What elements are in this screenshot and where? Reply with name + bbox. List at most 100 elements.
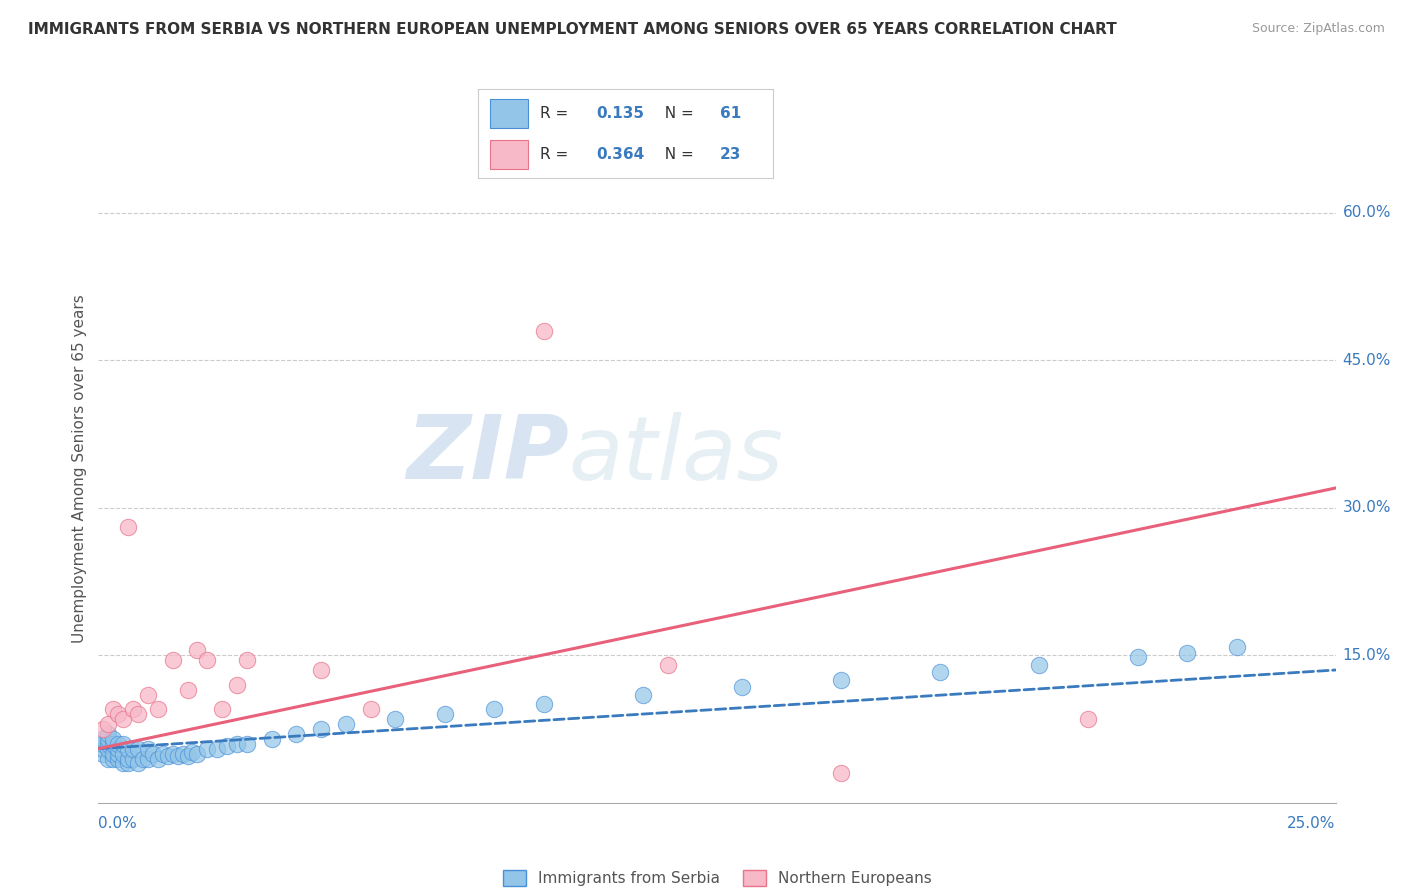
Point bbox=[146, 702, 169, 716]
Point bbox=[107, 737, 129, 751]
Text: 23: 23 bbox=[720, 147, 741, 162]
Point bbox=[112, 756, 135, 771]
Text: 15.0%: 15.0% bbox=[1343, 648, 1391, 663]
Point bbox=[112, 737, 135, 751]
Point bbox=[103, 731, 125, 746]
Point bbox=[156, 748, 179, 763]
Point bbox=[97, 717, 120, 731]
Text: R =: R = bbox=[540, 147, 574, 162]
Bar bbox=[489, 140, 529, 169]
Text: 25.0%: 25.0% bbox=[1288, 816, 1336, 831]
Point bbox=[830, 673, 852, 687]
Point bbox=[107, 751, 129, 765]
Point bbox=[146, 751, 169, 765]
Point bbox=[122, 702, 145, 716]
Point bbox=[122, 741, 145, 756]
Point bbox=[122, 751, 145, 765]
Point bbox=[97, 751, 120, 765]
Point bbox=[97, 741, 120, 756]
Point bbox=[226, 678, 249, 692]
Text: 0.0%: 0.0% bbox=[98, 816, 138, 831]
Point bbox=[117, 756, 139, 771]
Point bbox=[657, 658, 679, 673]
Point bbox=[132, 751, 155, 765]
Point bbox=[103, 737, 125, 751]
Point bbox=[127, 741, 149, 756]
Point bbox=[211, 702, 233, 716]
Point bbox=[181, 745, 204, 759]
Point bbox=[217, 739, 239, 753]
Point bbox=[97, 731, 120, 746]
Text: atlas: atlas bbox=[568, 412, 783, 498]
Text: ZIP: ZIP bbox=[406, 411, 568, 499]
Point bbox=[176, 748, 198, 763]
Point bbox=[136, 741, 159, 756]
Point bbox=[928, 665, 950, 679]
Text: 61: 61 bbox=[720, 106, 741, 121]
Point bbox=[107, 747, 129, 761]
Text: IMMIGRANTS FROM SERBIA VS NORTHERN EUROPEAN UNEMPLOYMENT AMONG SENIORS OVER 65 Y: IMMIGRANTS FROM SERBIA VS NORTHERN EUROP… bbox=[28, 22, 1116, 37]
Point bbox=[384, 712, 406, 726]
Point bbox=[205, 741, 228, 756]
Point bbox=[195, 653, 218, 667]
Bar bbox=[489, 99, 529, 128]
Point bbox=[309, 722, 332, 736]
Point bbox=[1126, 650, 1149, 665]
Point bbox=[117, 741, 139, 756]
Point bbox=[152, 747, 174, 761]
Point bbox=[136, 688, 159, 702]
Point bbox=[236, 653, 259, 667]
Point bbox=[136, 751, 159, 765]
Point bbox=[93, 737, 115, 751]
Y-axis label: Unemployment Among Seniors over 65 years: Unemployment Among Seniors over 65 years bbox=[72, 294, 87, 642]
Point bbox=[97, 737, 120, 751]
Point bbox=[533, 324, 555, 338]
Point bbox=[1175, 646, 1198, 660]
Point bbox=[103, 751, 125, 765]
Point bbox=[631, 688, 654, 702]
Point bbox=[97, 727, 120, 741]
Point bbox=[117, 751, 139, 765]
Point bbox=[186, 747, 208, 761]
Text: 60.0%: 60.0% bbox=[1343, 205, 1391, 220]
Point bbox=[103, 747, 125, 761]
Point bbox=[93, 731, 115, 746]
Legend: Immigrants from Serbia, Northern Europeans: Immigrants from Serbia, Northern Europea… bbox=[496, 864, 938, 892]
Point bbox=[226, 737, 249, 751]
Text: 0.135: 0.135 bbox=[596, 106, 644, 121]
Point bbox=[93, 741, 115, 756]
Text: 30.0%: 30.0% bbox=[1343, 500, 1391, 516]
Point bbox=[731, 680, 754, 694]
Point bbox=[186, 643, 208, 657]
Text: N =: N = bbox=[655, 106, 699, 121]
Point bbox=[195, 741, 218, 756]
Point bbox=[285, 727, 308, 741]
Point bbox=[1028, 658, 1050, 673]
Point bbox=[127, 707, 149, 722]
Point bbox=[127, 756, 149, 771]
Point bbox=[1226, 640, 1249, 655]
Text: Source: ZipAtlas.com: Source: ZipAtlas.com bbox=[1251, 22, 1385, 36]
Point bbox=[107, 707, 129, 722]
Point bbox=[360, 702, 382, 716]
Point bbox=[176, 682, 198, 697]
Point bbox=[93, 747, 115, 761]
Point bbox=[103, 702, 125, 716]
Point bbox=[260, 731, 283, 746]
Point bbox=[93, 722, 115, 736]
Point bbox=[172, 747, 194, 761]
Point bbox=[309, 663, 332, 677]
Point bbox=[107, 741, 129, 756]
Point bbox=[484, 702, 506, 716]
Point bbox=[112, 747, 135, 761]
Point bbox=[533, 698, 555, 712]
Point bbox=[162, 653, 184, 667]
Text: R =: R = bbox=[540, 106, 574, 121]
Point bbox=[830, 766, 852, 780]
Text: 45.0%: 45.0% bbox=[1343, 352, 1391, 368]
Point bbox=[142, 747, 165, 761]
Point bbox=[433, 707, 456, 722]
Point bbox=[1077, 712, 1099, 726]
Text: N =: N = bbox=[655, 147, 699, 162]
Point bbox=[162, 747, 184, 761]
